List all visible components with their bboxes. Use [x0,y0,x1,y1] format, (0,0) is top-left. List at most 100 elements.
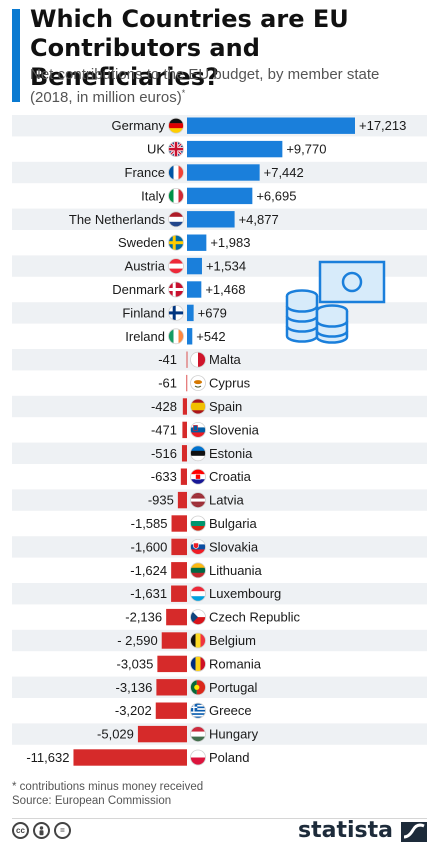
data-label: -935 [148,493,174,508]
bar-row-ireland: Ireland +542 [125,328,226,345]
flag-malta-icon [190,351,206,368]
bar-denmark [187,281,202,298]
row-stripe [12,723,427,745]
data-label: -1,585 [131,516,168,531]
data-label: -428 [151,399,177,414]
person-icon [39,825,44,835]
bar-slovakia [171,538,187,556]
category-label: Lithuania [209,563,263,578]
data-label: -2,136 [125,610,162,625]
row-stripe [12,629,427,652]
bar-italy [187,187,253,205]
bar-row-slovakia: Slovakia -1,600 [12,536,427,558]
category-label: Slovakia [209,539,259,554]
row-stripe [12,395,427,418]
row-stripe [12,349,427,371]
subtitle-text: Net contributions to the EU budget, by m… [30,66,380,106]
category-label: Cyprus [209,376,251,391]
bar-greece [155,702,187,719]
data-label: +1,983 [210,235,250,250]
category-label: Malta [209,352,242,367]
flag-finland-icon [168,304,184,321]
bar-belgium [161,632,187,649]
category-label: Hungary [209,727,259,742]
category-label: Germany [112,118,166,133]
no-derivatives-icon[interactable]: = [54,822,71,839]
category-label: Croatia [209,469,252,484]
bar-malta [186,351,188,368]
category-label: Latvia [209,493,244,508]
title-accent-bar [12,9,20,102]
data-label: -11,632 [26,750,69,765]
bar-row-malta: Malta -41 [12,349,427,371]
bar-row-finland: Finland +679 [12,302,427,324]
data-label: +679 [198,305,227,320]
footer-divider [12,818,427,819]
bar-germany [187,117,355,134]
flag-belgium-icon [190,632,206,649]
bar-row-lithuania: Lithuania -1,624 [130,562,263,579]
category-label: Poland [209,750,249,765]
category-label: Sweden [118,235,165,250]
flag-ireland-icon [168,328,184,345]
attribution-icon[interactable] [33,822,50,839]
data-label: +7,442 [264,165,304,180]
bar-austria [187,257,202,275]
bar-row-portugal: Portugal -3,136 [12,676,427,698]
bar-croatia [180,468,187,485]
flag-estonia-icon [190,445,206,462]
bar-row-czech-republic: Czech Republic -2,136 [125,608,301,626]
data-label: +542 [196,329,225,344]
category-label: Romania [209,656,262,671]
bar-row-latvia: Latvia -935 [12,489,427,511]
data-label: -3,202 [115,703,152,718]
bar-chart: Germany +17,213 UK +9,770 France +7,442 Italy +… [12,115,427,766]
data-label: +4,877 [239,212,279,227]
data-label: -3,035 [117,656,154,671]
data-label: -1,624 [130,563,167,578]
statista-logo[interactable]: statista [298,818,393,843]
category-label: Spain [209,399,242,414]
bar-row-greece: Greece -3,202 [115,702,252,719]
flag-the-netherlands-icon [168,211,184,228]
flag-italy-icon [168,188,184,204]
bar-row-denmark: Denmark +1,468 [112,281,245,298]
category-label: The Netherlands [69,212,166,227]
footnote: * contributions minus money received [12,781,204,793]
category-label: Estonia [209,446,253,461]
bar-row-slovenia: Slovenia -471 [151,421,260,439]
row-stripe [12,489,427,511]
data-label: -633 [151,469,177,484]
flag-greece-icon [190,702,206,719]
flag-slovenia-icon [190,421,206,438]
bar-ireland [187,328,193,345]
data-label: - 2,590 [117,633,157,648]
data-label: -5,029 [97,727,134,742]
bar-luxembourg [171,585,187,602]
data-label: -3,136 [116,680,153,695]
bar-row-italy: Italy +6,695 [141,187,296,205]
row-stripe [12,583,427,605]
bar-row-germany: Germany +17,213 [12,115,427,137]
bar-row-romania: Romania -3,035 [117,655,262,673]
flag-luxembourg-icon [190,585,206,602]
flag-poland-icon [190,749,206,766]
bar-bulgaria [171,515,187,532]
row-stripe [12,676,427,698]
bar-row-sweden: Sweden +1,983 [118,234,250,251]
bar-france [187,164,260,181]
statista-logo-icon[interactable] [401,822,427,842]
creative-commons-icon[interactable]: cc [12,822,29,839]
chart-title: Which Countries are EU Contributors and … [30,5,349,91]
bar-row-the-netherlands: The Netherlands +4,877 [12,208,427,230]
flag-germany-icon [168,117,184,134]
category-label: Ireland [125,329,165,344]
chart-subtitle: Net contributions to the EU budget, by m… [30,66,410,107]
flag-spain-icon [190,398,206,415]
flag-portugal-icon [190,679,206,696]
bar-spain [182,398,187,415]
bar-row-uk: UK +9,770 [147,140,326,158]
bar-cyprus [186,374,188,392]
category-label: Portugal [209,680,258,695]
bar-row-france: France +7,442 [12,161,427,184]
